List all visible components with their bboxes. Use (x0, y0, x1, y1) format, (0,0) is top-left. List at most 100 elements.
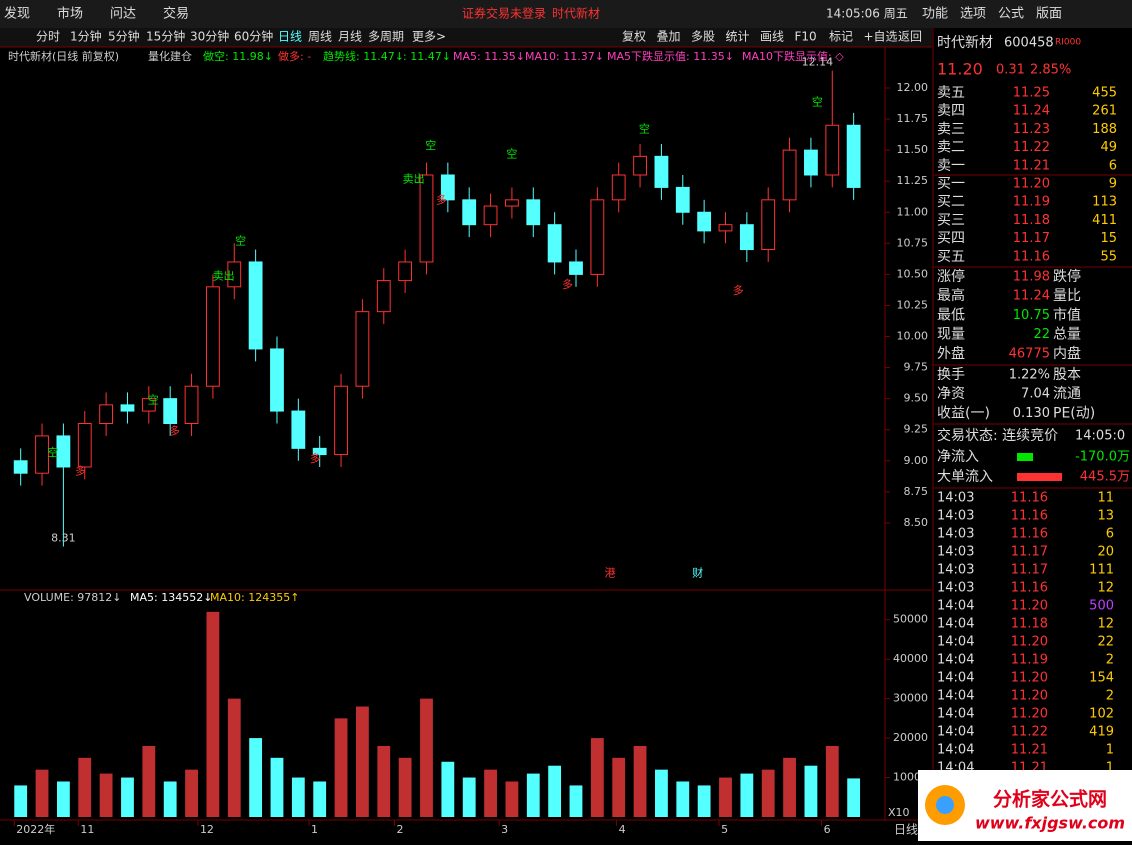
book-label: 卖一 (937, 158, 965, 174)
menu-item[interactable]: 发现 (4, 6, 30, 22)
volume-bar (655, 769, 668, 817)
x-tick-label: 2022年 (16, 822, 55, 836)
action[interactable]: +自选 (864, 30, 898, 44)
candle-body (526, 199, 541, 226)
period-tab[interactable]: 60分钟 (234, 29, 273, 44)
y-tick-label: 9.50 (904, 392, 929, 405)
y-tick-label: 9.00 (904, 454, 929, 467)
menu-item[interactable]: 交易 (163, 6, 189, 22)
volume-bar (420, 698, 433, 817)
trade-time: 14:04 (937, 599, 974, 614)
candle-body (141, 398, 156, 412)
action[interactable]: 统计 (726, 30, 750, 44)
trade-price: 11.20 (1011, 689, 1048, 704)
stat-label: 外盘 (937, 345, 965, 362)
action[interactable]: 多股 (691, 30, 715, 44)
candle-body (462, 199, 477, 226)
volume-bar (78, 757, 92, 817)
period-tab[interactable]: 月线 (338, 30, 362, 44)
volume-bar (505, 781, 519, 817)
period-tab[interactable]: 多周期 (368, 30, 404, 44)
tool[interactable]: 公式 (998, 7, 1024, 22)
book-label: 买五 (937, 249, 965, 265)
y-tick-label: 8.75 (904, 485, 929, 498)
candle-body (739, 224, 754, 251)
stock-tag: RI000 (1055, 38, 1081, 48)
action[interactable]: 返回 (898, 30, 922, 44)
trade-volume: 22 (1097, 635, 1114, 650)
trade-volume: 6 (1106, 527, 1114, 542)
menu-item[interactable]: 问达 (110, 7, 136, 22)
volume-bar (697, 785, 711, 817)
flow-value: -170.0万 (1075, 450, 1130, 465)
tool[interactable]: 功能 (922, 7, 948, 22)
book-volume: 411 (1092, 213, 1117, 228)
volume-bar (740, 773, 754, 817)
trade-time: 14:03 (937, 545, 974, 560)
trade-time: 14:04 (937, 725, 974, 740)
candle-body (782, 149, 797, 201)
stat-label: PE(动) (1053, 405, 1095, 421)
y-tick-label: 40000 (893, 652, 928, 665)
y-tick-label: 50000 (893, 613, 928, 626)
book-label: 卖四 (937, 103, 965, 119)
period-tab[interactable]: 周线 (308, 30, 332, 44)
trade-volume: 12 (1097, 617, 1114, 632)
trade-price: 11.17 (1011, 563, 1048, 578)
y-tick-label: 11.25 (897, 174, 929, 187)
trade-volume: 11 (1097, 491, 1114, 506)
period-tab[interactable]: 15分钟 (146, 29, 185, 44)
book-label: 卖三 (937, 121, 965, 137)
action[interactable]: 标记 (829, 30, 853, 44)
action[interactable]: F10 (795, 30, 817, 44)
volume-bar (526, 773, 540, 817)
book-price: 11.20 (1013, 177, 1050, 192)
candle-body (227, 261, 242, 288)
book-label: 买四 (937, 231, 965, 247)
stat-label: 总量 (1053, 327, 1081, 343)
candle-body (697, 211, 712, 232)
trade-time: 14:03 (937, 491, 974, 506)
period-tab[interactable]: 30分钟 (190, 29, 229, 44)
candle-body (547, 224, 562, 263)
annotation: 多 (562, 277, 573, 291)
annotation: 卖出 (403, 171, 425, 185)
period-tab[interactable]: 更多> (412, 30, 446, 44)
flow-value: 445.5万 (1080, 470, 1130, 485)
volume-bar (249, 738, 263, 817)
book-volume: 113 (1092, 195, 1117, 210)
volume-bar (441, 761, 455, 817)
action[interactable]: 复权 (622, 30, 646, 44)
candle-body (291, 410, 306, 449)
candle-body (761, 199, 776, 251)
annotation: 多 (75, 463, 86, 477)
annotation: 多 (733, 283, 744, 297)
action[interactable]: 叠加 (657, 30, 681, 44)
flow-bar (1017, 453, 1033, 461)
menu-item[interactable]: 市场 (57, 6, 83, 22)
period-tab[interactable]: 1分钟 (70, 29, 102, 44)
candle-body (825, 124, 840, 176)
period-tab[interactable]: 分时 (36, 30, 60, 44)
volume-bar (825, 745, 839, 817)
trade-price: 11.16 (1011, 491, 1048, 506)
logo (936, 796, 954, 814)
tool[interactable]: 选项 (960, 7, 986, 22)
tool[interactable]: 版面 (1036, 7, 1062, 22)
trade-time: 14:03 (937, 563, 974, 578)
y-tick-label: 8.50 (904, 516, 929, 529)
action[interactable]: 画线 (760, 30, 784, 44)
x-tick-label: 3 (501, 823, 508, 836)
book-volume: 455 (1092, 86, 1117, 101)
notice: 证券交易未登录 (462, 6, 546, 21)
period-tab[interactable]: 5分钟 (108, 29, 140, 44)
volume-bar (548, 765, 562, 817)
period-tab[interactable]: 日线 (278, 30, 302, 44)
annotation: 卖出 (213, 268, 235, 282)
legend-item: 趋势线: 11.47↓ (323, 49, 404, 63)
flow-bar (1017, 473, 1062, 481)
volume-bar (676, 781, 690, 817)
book-label: 卖二 (937, 140, 965, 156)
trade-volume: 102 (1089, 707, 1114, 722)
trade-volume: 111 (1089, 563, 1114, 578)
